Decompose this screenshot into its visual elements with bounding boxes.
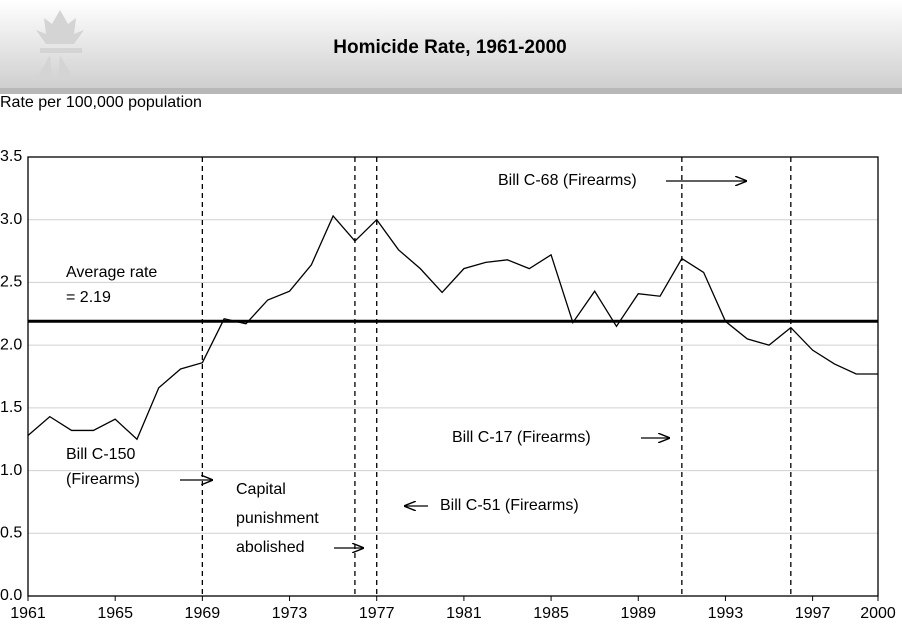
average-label: Average rate <box>66 264 157 281</box>
event-label: Bill C-17 (Firearms) <box>452 429 591 446</box>
x-tick-label: 1981 <box>446 605 482 622</box>
y-tick-label: 2.0 <box>0 336 22 353</box>
x-tick-label: 1973 <box>272 605 308 622</box>
plot-frame <box>27 156 879 597</box>
event-label: Bill C-150 <box>66 446 135 463</box>
header-band <box>0 0 902 88</box>
data-line <box>27 214 878 441</box>
x-tick-label: 1997 <box>795 605 831 622</box>
event-label: Bill C-68 (Firearms) <box>498 172 637 189</box>
y-axis-label: Rate per 100,000 population <box>0 94 202 111</box>
x-tick-label: 1993 <box>708 605 744 622</box>
x-tick-label: 1985 <box>533 605 569 622</box>
event-label: Capital <box>236 481 286 498</box>
y-tick-label: 0.5 <box>0 525 22 542</box>
x-tick-label: 1977 <box>359 605 395 622</box>
y-tick-label: 3.5 <box>0 148 22 165</box>
y-tick-label: 3.0 <box>0 211 22 228</box>
average-label: = 2.19 <box>66 289 111 306</box>
y-tick-label: 0.0 <box>0 587 22 604</box>
chart-title: Homicide Rate, 1961-2000 <box>333 37 566 58</box>
event-label: punishment <box>236 510 319 527</box>
x-tick-label: 1961 <box>10 605 46 622</box>
y-tick-label: 2.5 <box>0 274 22 291</box>
x-tick-label: 1989 <box>620 605 656 622</box>
header-stripe <box>0 88 902 94</box>
event-label: Bill C-51 (Firearms) <box>440 497 579 514</box>
y-tick-label: 1.5 <box>0 399 22 416</box>
y-tick-label: 1.0 <box>0 462 22 479</box>
event-label: (Firearms) <box>66 471 140 488</box>
event-label: abolished <box>236 539 305 556</box>
x-tick-label: 1969 <box>185 605 221 622</box>
logo <box>36 10 84 80</box>
x-tick-label: 1965 <box>97 605 133 622</box>
x-tick-label: 2000 <box>860 605 896 622</box>
